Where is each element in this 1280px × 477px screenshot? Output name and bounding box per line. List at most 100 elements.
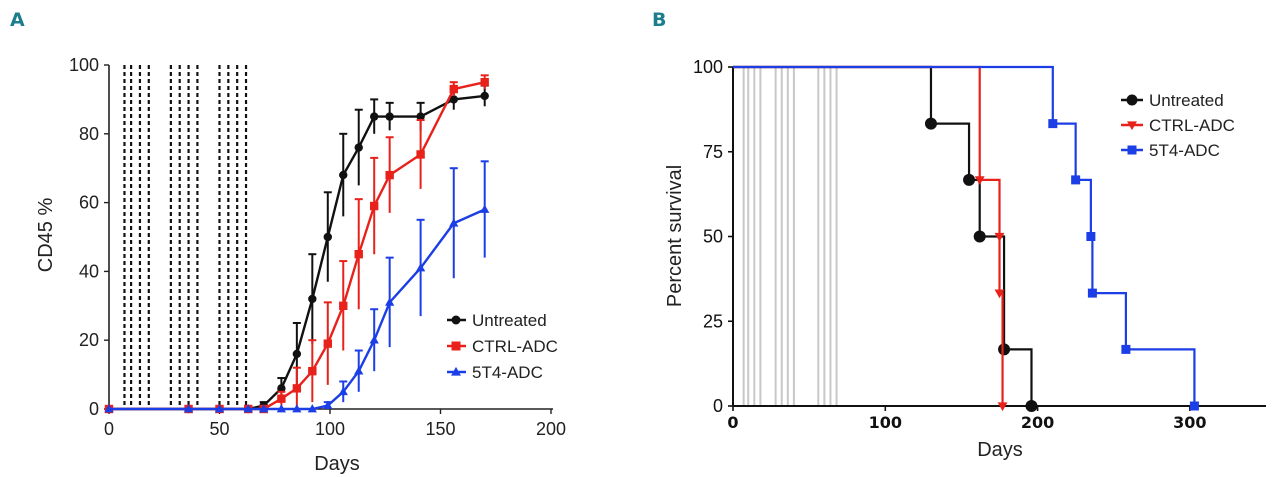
data-point	[385, 297, 395, 306]
legend-marker	[451, 315, 461, 325]
x-tick-label: 100	[315, 419, 345, 439]
data-point	[415, 263, 426, 272]
data-point	[354, 366, 364, 375]
data-point	[276, 404, 286, 413]
data-point	[385, 170, 394, 180]
panel-a-legend-label-5t4-adc: 5T4-ADC	[472, 363, 543, 382]
data-point	[963, 173, 976, 186]
data-point	[416, 150, 425, 159]
panel-a-legend-label-untreated: Untreated	[472, 311, 547, 330]
panel-b-legend-label-5t4-adc: 5T4-ADC	[1149, 141, 1220, 160]
panel-a-x-axis-label: Days	[314, 453, 360, 475]
panel-b-legend-label-untreated: Untreated	[1149, 91, 1224, 110]
data-point	[292, 404, 302, 413]
panel-a-legend-label-ctrl-adc: CTRL-ADC	[472, 337, 558, 356]
panel-b-treatment-lines	[742, 67, 838, 406]
panel-a-letter: A	[10, 9, 25, 31]
y-tick-label: 25	[703, 311, 723, 331]
legend-marker	[451, 341, 461, 351]
data-point	[308, 366, 317, 376]
legend-marker	[1126, 94, 1138, 106]
data-point	[973, 230, 986, 243]
data-point	[323, 232, 332, 242]
data-point	[449, 95, 458, 104]
series-5t4-adc	[104, 160, 490, 413]
data-point	[994, 232, 1005, 242]
data-point	[449, 84, 458, 94]
data-point	[385, 112, 394, 121]
data-point	[292, 349, 302, 359]
y-tick-label: 0	[713, 396, 723, 416]
data-point	[354, 250, 363, 259]
data-point	[307, 404, 317, 413]
y-tick-label: 40	[79, 261, 99, 281]
data-point	[1189, 401, 1199, 411]
data-point	[214, 404, 225, 413]
data-point	[323, 400, 333, 409]
panel-b-y-ticks: 0 25 50 75 100	[693, 57, 733, 416]
series-untreated	[733, 65, 1038, 412]
legend-marker	[451, 366, 461, 376]
panel-a-y-ticks: 0 20 40 60 80 100	[69, 55, 109, 419]
series-ctrl-adc	[733, 65, 1008, 412]
x-tick-label: 0	[104, 419, 114, 439]
panel-b-x-ticks: 0 100 200 300	[727, 406, 1207, 432]
data-point	[308, 294, 317, 304]
series-5t4-adc	[733, 65, 1199, 411]
panel-b-series	[733, 65, 1199, 412]
panel-b-y-axis-label: Percent survival	[664, 165, 686, 307]
data-point	[323, 339, 332, 348]
data-point	[480, 78, 489, 87]
data-point	[243, 404, 253, 413]
data-point	[354, 143, 363, 152]
data-point	[370, 112, 379, 121]
x-tick-label: 0	[727, 413, 738, 432]
data-point	[1071, 175, 1081, 185]
y-tick-label: 20	[79, 330, 99, 350]
data-point	[277, 384, 286, 393]
data-point	[480, 91, 489, 101]
data-point	[997, 402, 1008, 412]
legend-marker	[1127, 145, 1137, 155]
survival-step-line	[733, 65, 1004, 406]
panel-b-x-axis-label: Days	[977, 439, 1023, 461]
x-tick-label: 200	[536, 419, 566, 439]
data-point	[480, 204, 490, 213]
panel-b-legend-label-ctrl-adc: CTRL-ADC	[1149, 116, 1235, 135]
panel-a-y-axis-label: CD45 %	[35, 198, 57, 273]
data-point	[924, 117, 937, 130]
x-tick-label: 150	[425, 419, 455, 439]
panel-a-x-ticks: 0 50 100 150 200	[104, 409, 566, 439]
data-point	[416, 112, 425, 121]
data-point	[994, 289, 1005, 299]
data-point	[974, 176, 985, 186]
data-point	[1121, 344, 1131, 354]
panel-b: B 0 100 200 300 0 25 50 75 100 Days Percent sur…	[652, 9, 1266, 461]
data-point	[104, 404, 114, 413]
data-point	[259, 404, 269, 413]
y-tick-label: 80	[79, 124, 99, 144]
y-tick-label: 75	[703, 142, 723, 162]
data-point	[1086, 232, 1096, 241]
panel-b-letter: B	[652, 9, 666, 31]
x-tick-label: 300	[1173, 413, 1206, 432]
data-point	[449, 218, 459, 227]
data-point	[1087, 288, 1097, 298]
data-point	[338, 386, 348, 396]
data-point	[370, 201, 379, 211]
data-point	[277, 394, 286, 403]
data-point	[1048, 119, 1058, 129]
series-line	[109, 208, 486, 411]
x-tick-label: 50	[209, 419, 229, 439]
y-tick-label: 60	[79, 193, 99, 213]
survival-step-line	[733, 65, 1033, 406]
y-tick-label: 100	[693, 57, 723, 77]
data-point	[369, 335, 379, 344]
y-tick-label: 0	[89, 399, 99, 419]
y-tick-label: 100	[69, 55, 99, 75]
survival-step-line	[733, 65, 1196, 406]
data-point	[183, 404, 194, 413]
data-point	[339, 301, 348, 310]
